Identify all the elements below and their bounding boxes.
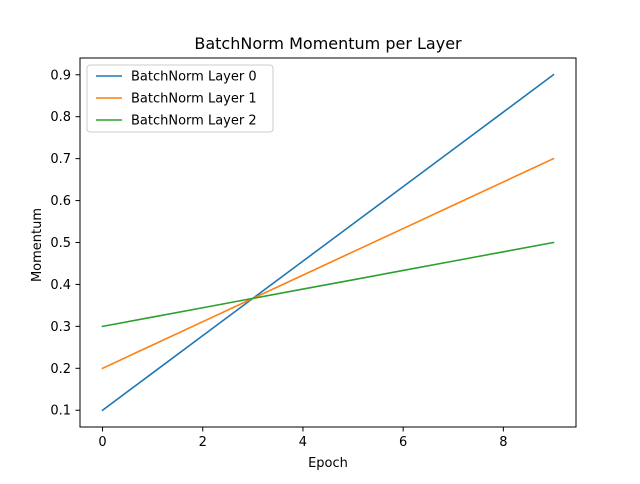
y-tick-label: 0.5 — [50, 236, 71, 251]
x-axis-label: Epoch — [308, 456, 348, 471]
legend-label-2: BatchNorm Layer 2 — [131, 114, 257, 129]
y-tick-label: 0.2 — [50, 362, 71, 377]
y-tick-label: 0.4 — [50, 278, 71, 293]
legend-box — [86, 64, 274, 133]
chart-title: BatchNorm Momentum per Layer — [194, 34, 462, 53]
x-tick-label: 6 — [399, 435, 407, 450]
y-tick-label: 0.3 — [50, 320, 71, 335]
y-tick-label: 0.9 — [50, 68, 71, 83]
x-tick-label: 2 — [199, 435, 207, 450]
legend-label-1: BatchNorm Layer 1 — [131, 92, 257, 107]
series-line-0 — [101, 73, 555, 412]
y-axis-label: Momentum — [30, 208, 45, 282]
legend-label-0: BatchNorm Layer 0 — [131, 70, 257, 85]
plot-area — [101, 73, 555, 412]
axes: 0 2 4 6 8 0.1 0.2 0.3 0.4 0.5 0.6 0.7 0.8 0.9 — [50, 57, 577, 450]
legend: BatchNorm Layer 0 BatchNorm Layer 1 BatchN… — [86, 64, 274, 133]
y-tick-label: 0.8 — [50, 110, 71, 125]
series-line-1 — [101, 157, 555, 370]
y-tick-label: 0.1 — [50, 404, 71, 419]
y-tick-label: 0.7 — [50, 152, 71, 167]
x-tick-label: 0 — [98, 435, 106, 450]
x-tick-label: 4 — [299, 435, 307, 450]
y-tick-label: 0.6 — [50, 194, 71, 209]
series-line-2 — [101, 241, 555, 328]
x-tick-label: 8 — [499, 435, 507, 450]
